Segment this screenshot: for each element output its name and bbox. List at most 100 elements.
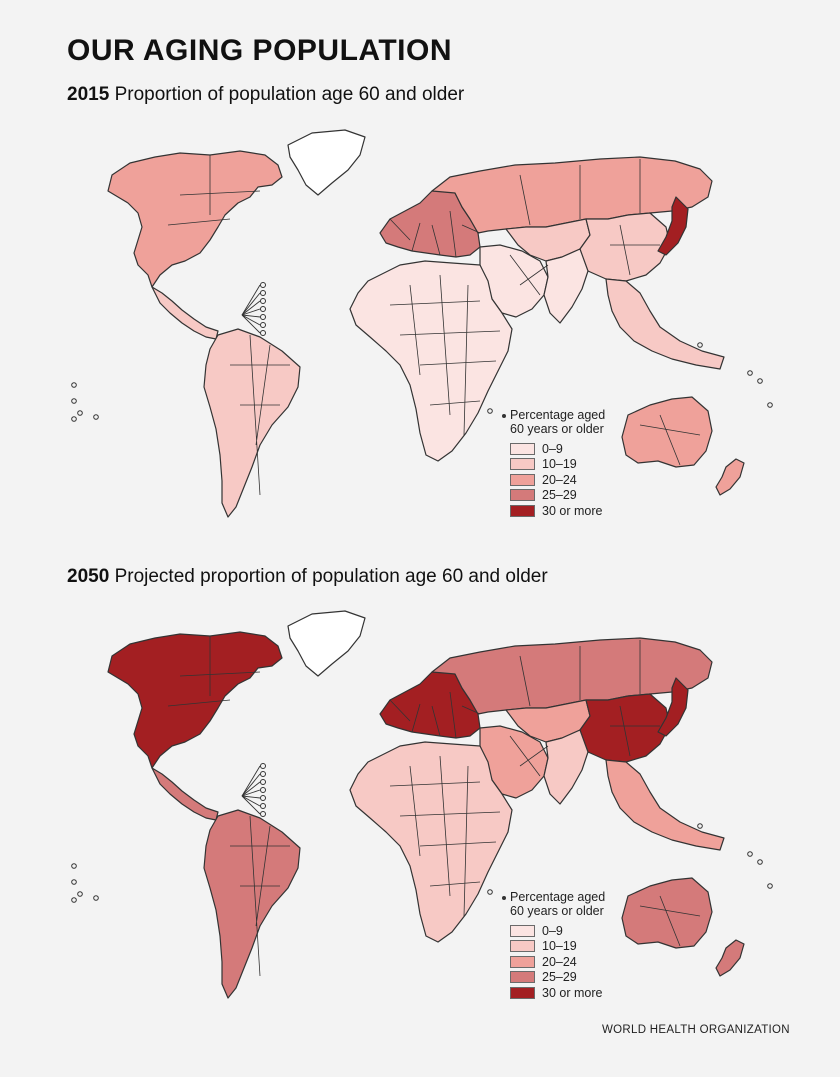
- small-island-marker: [71, 382, 77, 388]
- legend-row: 30 or more: [510, 985, 605, 1001]
- legend-row: 25–29: [510, 488, 605, 504]
- page-title: OUR AGING POPULATION: [67, 34, 452, 67]
- small-island-marker: [260, 771, 266, 777]
- region-southeast-asia: [605, 759, 725, 851]
- country-border: [389, 210, 481, 258]
- legend-swatch: [510, 971, 535, 984]
- small-island-marker: [260, 314, 266, 320]
- legend-label: 20–24: [542, 472, 577, 487]
- region-south-asia: [543, 729, 589, 805]
- small-island-marker: [757, 378, 763, 384]
- country-border: [519, 159, 641, 226]
- island-leader-line: [241, 781, 261, 797]
- legend-swatch: [510, 489, 535, 502]
- country-border: [389, 691, 481, 739]
- island-leader-line: [241, 284, 261, 316]
- legend-label: 30 or more: [542, 503, 603, 518]
- country-border: [167, 636, 261, 707]
- small-island-marker: [260, 306, 266, 312]
- country-border: [639, 895, 701, 947]
- region-new-zealand: [715, 458, 745, 496]
- small-island-marker: [71, 416, 77, 422]
- region-china: [575, 212, 671, 282]
- region-south-america: [203, 809, 301, 999]
- small-island-marker: [747, 851, 753, 857]
- legend-swatch: [510, 504, 535, 517]
- country-border: [389, 274, 501, 436]
- country-border: [509, 735, 549, 777]
- map-2050-subtitle: 2050 Projected proportion of population …: [67, 566, 548, 588]
- legend-label: 0–9: [542, 441, 563, 456]
- small-island-marker: [260, 787, 266, 793]
- legend-label: 0–9: [542, 923, 563, 938]
- legend-row: 0–9: [510, 923, 605, 939]
- small-island-marker: [767, 402, 773, 408]
- legend-row: 10–19: [510, 457, 605, 473]
- legend-swatch: [510, 986, 535, 999]
- region-southeast-asia: [605, 278, 725, 370]
- map-2050-year: 2050: [67, 566, 110, 587]
- small-island-marker: [260, 322, 266, 328]
- region-north-america: [107, 150, 283, 288]
- small-island-marker: [93, 414, 99, 420]
- small-island-marker: [260, 330, 266, 336]
- island-leader-line: [241, 795, 261, 799]
- source-credit: WORLD HEALTH ORGANIZATION: [602, 1024, 790, 1036]
- small-island-marker: [71, 879, 77, 885]
- small-island-marker: [260, 282, 266, 288]
- small-island-marker: [260, 298, 266, 304]
- legend-label: 25–29: [542, 970, 577, 985]
- small-island-marker: [757, 859, 763, 865]
- country-border: [639, 414, 701, 466]
- legend-row: 20–24: [510, 954, 605, 970]
- small-island-marker: [487, 889, 493, 895]
- region-japan: [657, 196, 689, 256]
- world-map-2015: [71, 129, 773, 518]
- region-greenland: [287, 610, 366, 677]
- region-central-america: [151, 767, 219, 821]
- country-border: [230, 815, 290, 977]
- island-leader-line: [241, 314, 261, 326]
- country-border: [610, 705, 660, 757]
- small-island-marker: [77, 891, 83, 897]
- legend-row: 20–24: [510, 472, 605, 488]
- region-north-america: [107, 631, 283, 769]
- small-island-marker: [71, 897, 77, 903]
- country-border: [167, 155, 261, 226]
- country-border: [509, 254, 549, 296]
- region-greenland: [287, 129, 366, 196]
- map-2015-caption: Proportion of population age 60 and olde…: [114, 84, 465, 105]
- small-island-marker: [260, 795, 266, 801]
- island-leader-line: [241, 765, 261, 797]
- legend-row: 30 or more: [510, 503, 605, 519]
- region-africa: [349, 260, 513, 462]
- legend-items: 0–9 10–19 20–24 25–29 30 or more: [510, 923, 605, 1001]
- legend-label: 30 or more: [542, 985, 603, 1000]
- legend-label: 10–19: [542, 939, 577, 954]
- small-island-marker: [260, 803, 266, 809]
- island-leader-line: [241, 308, 261, 316]
- legend-2050: Percentage aged 60 years or older 0–9 10–…: [500, 890, 605, 1001]
- legend-swatch: [510, 924, 535, 937]
- small-island-marker: [260, 763, 266, 769]
- legend-title: Percentage aged 60 years or older: [502, 408, 605, 436]
- island-leader-line: [241, 773, 261, 797]
- legend-swatch: [510, 473, 535, 486]
- small-island-marker: [71, 863, 77, 869]
- small-island-marker: [747, 370, 753, 376]
- leader-dot-icon: [502, 413, 506, 418]
- small-island-marker: [487, 408, 493, 414]
- region-africa: [349, 741, 513, 943]
- map-2015-subtitle: 2015 Proportion of population age 60 and…: [67, 84, 464, 106]
- island-leader-line: [241, 795, 261, 815]
- legend-swatch: [510, 442, 535, 455]
- island-leader-line: [241, 789, 261, 797]
- region-new-zealand: [715, 939, 745, 977]
- legend-2015: Percentage aged 60 years or older 0–9 10–…: [500, 408, 605, 519]
- region-south-asia: [543, 248, 589, 324]
- small-island-marker: [697, 342, 703, 348]
- world-map-2050: [71, 610, 773, 999]
- legend-swatch: [510, 940, 535, 953]
- legend-row: 0–9: [510, 441, 605, 457]
- legend-swatch: [510, 458, 535, 471]
